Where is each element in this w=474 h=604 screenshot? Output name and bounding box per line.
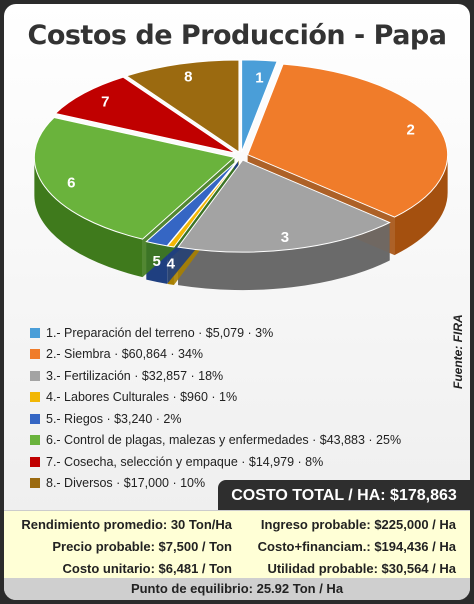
pie-label-8: 8	[184, 68, 192, 85]
legend-swatch-6	[30, 435, 40, 446]
total-cost-banner: COSTO TOTAL / HA: $178,863	[218, 480, 470, 510]
legend-label-2: 2.- Siembra · $60,864 · 34%	[46, 347, 204, 362]
legend-label-3: 3.- Fertilización · $32,857 · 18%	[46, 368, 224, 383]
pie-chart: 1 2 3 45 6 7 8	[33, 59, 449, 291]
legend-swatch-7	[30, 456, 40, 467]
pie-label-3: 3	[281, 229, 289, 246]
stats-panel: Rendimiento promedio: 30 Ton/Ha Ingreso …	[4, 510, 470, 579]
pie-label-2: 2	[407, 122, 415, 139]
pie-side-3	[178, 222, 390, 291]
legend-label-7: 7.- Cosecha, selección y empaque · $14,9…	[46, 454, 324, 469]
legend-label-1: 1.- Preparación del terreno · $5,079 · 3…	[46, 325, 274, 340]
source-note: Fuente: FIRA	[451, 314, 465, 389]
chart-title: Costos de Producción - Papa	[27, 20, 447, 51]
stat-costo-financiamiento: Costo+financiam.: $194,436 / Ha	[257, 539, 456, 554]
legend-swatch-5	[30, 413, 40, 424]
legend-item-1: 1.- Preparación del terreno · $5,079 · 3…	[30, 322, 401, 344]
legend-item-4: 4.- Labores Culturales · $960 · 1%	[30, 387, 401, 409]
pie-side-2	[394, 154, 448, 256]
breakeven-point: Punto de equilibrio: 25.92 Ton / Ha	[4, 578, 470, 600]
pie-label-1: 1	[255, 69, 263, 86]
pie-slice-6	[33, 116, 236, 240]
pie-slice-7	[54, 76, 236, 154]
stat-ingreso: Ingreso probable: $225,000 / Ha	[260, 517, 456, 532]
stat-costo-unitario: Costo unitario: $6,481 / Ton	[62, 561, 232, 576]
legend-label-8: 8.- Diversos · $17,000 · 10%	[46, 476, 206, 491]
pie-slice-3	[177, 159, 391, 253]
pie-slice-2	[246, 63, 449, 218]
legend-item-3: 3.- Fertilización · $32,857 · 18%	[30, 365, 401, 387]
legend-label-5: 5.- Riegos · $3,240 · 2%	[46, 411, 182, 426]
legend-item-7: 7.- Cosecha, selección y empaque · $14,9…	[30, 451, 401, 473]
legend-swatch-1	[30, 327, 40, 338]
stat-utilidad: Utilidad probable: $30,564 / Ha	[267, 561, 456, 576]
legend-label-4: 4.- Labores Culturales · $960 · 1%	[46, 390, 238, 405]
pie-label-6: 6	[67, 174, 75, 191]
legend-swatch-4	[30, 392, 40, 403]
stat-rendimiento: Rendimiento promedio: 30 Ton/Ha	[21, 517, 232, 532]
pie-label-4: 4	[167, 256, 176, 273]
legend-item-6: 6.- Control de plagas, malezas y enferme…	[30, 430, 401, 452]
legend-item-5: 5.- Riegos · $3,240 · 2%	[30, 408, 401, 430]
pie-label-7: 7	[101, 94, 109, 111]
legend-label-6: 6.- Control de plagas, malezas y enferme…	[46, 433, 402, 448]
legend-swatch-3	[30, 370, 40, 381]
pie-label-5: 5	[152, 253, 160, 270]
legend-item-8: 8.- Diversos · $17,000 · 10%	[30, 473, 401, 495]
pie-slice-8	[125, 59, 240, 153]
chart-legend: 1.- Preparación del terreno · $5,079 · 3…	[30, 322, 401, 494]
legend-item-2: 2.- Siembra · $60,864 · 34%	[30, 344, 401, 366]
pie-side-6	[34, 157, 143, 278]
legend-swatch-8	[30, 478, 40, 489]
pie-slice-5	[145, 159, 239, 247]
pie-slice-1	[241, 59, 278, 152]
stat-precio: Precio probable: $7,500 / Ton	[52, 539, 232, 554]
legend-swatch-2	[30, 349, 40, 360]
